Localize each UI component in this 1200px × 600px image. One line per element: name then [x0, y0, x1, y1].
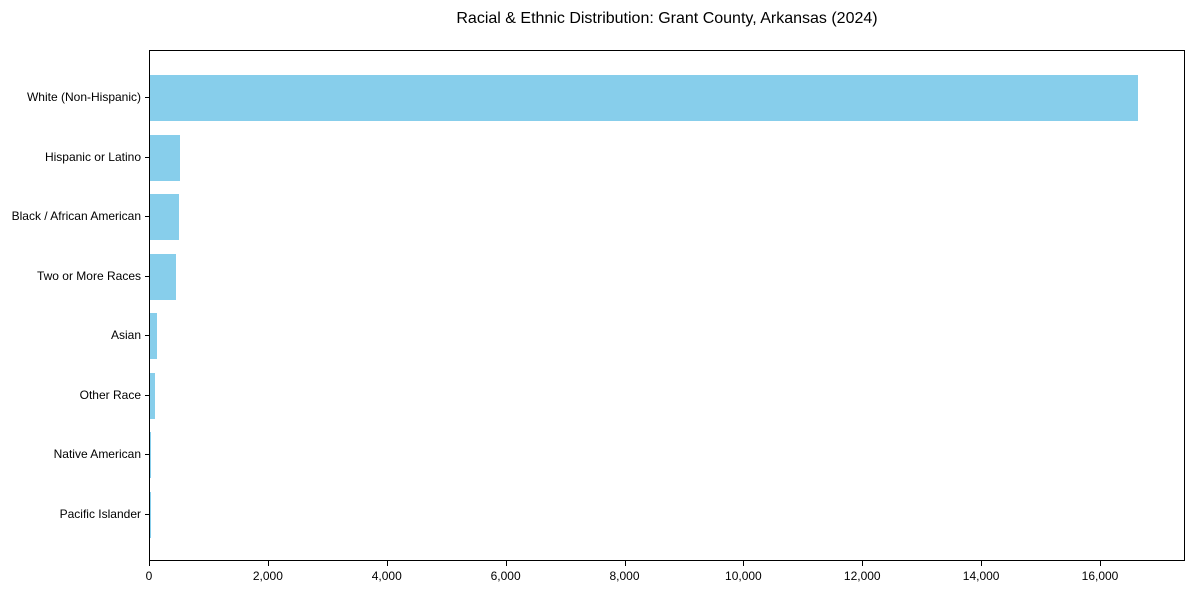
x-tick-mark — [981, 561, 983, 566]
x-tick-label-2-000: 2,000 — [252, 569, 283, 583]
y-tick-mark — [145, 335, 149, 337]
y-tick-label-other-race: Other Race — [79, 387, 141, 402]
y-tick-label-white-non-hispanic: White (Non-Hispanic) — [26, 90, 141, 104]
bar-two-or-more-races — [150, 253, 176, 300]
y-tick-label-pacific-islander: Pacific Islander — [59, 507, 141, 521]
x-tick-mark — [386, 561, 388, 566]
x-tick-label-6-000: 6,000 — [490, 569, 521, 583]
y-tick-mark — [145, 156, 149, 158]
x-tick-label-12-000: 12,000 — [843, 569, 881, 583]
bar-black-african-american — [150, 194, 180, 241]
y-tick-mark — [145, 97, 149, 98]
y-tick-label-two-or-more-races: Two or More Races — [36, 268, 141, 283]
plot-area — [149, 50, 1185, 561]
bar-white-non-hispanic — [150, 75, 1138, 121]
y-tick-mark — [145, 275, 149, 277]
x-tick-mark — [862, 561, 864, 566]
x-tick-label-0: 0 — [145, 569, 153, 583]
bar-other-race — [150, 372, 155, 419]
y-tick-label-black-african-american: Black / African American — [11, 209, 141, 224]
x-tick-mark — [743, 561, 745, 566]
y-tick-mark — [145, 394, 149, 396]
x-tick-mark — [1100, 561, 1101, 566]
bar-asian — [150, 313, 157, 360]
chart-title: Racial & Ethnic Distribution: Grant Coun… — [456, 10, 878, 27]
x-tick-mark — [149, 561, 150, 566]
y-tick-mark — [145, 216, 149, 218]
bar-hispanic-or-latino — [150, 134, 181, 181]
x-tick-mark — [267, 561, 269, 566]
x-tick-mark — [624, 561, 626, 566]
y-tick-label-asian: Asian — [110, 328, 141, 343]
x-tick-label-16-000: 16,000 — [1081, 569, 1119, 583]
x-tick-mark — [505, 561, 507, 566]
x-tick-label-10-000: 10,000 — [725, 569, 762, 583]
bar-native-american — [150, 432, 152, 479]
y-tick-label-hispanic-or-latino: Hispanic or Latino — [44, 149, 141, 164]
x-tick-label-8-000: 8,000 — [609, 569, 640, 583]
y-tick-mark — [145, 514, 149, 515]
y-tick-label-native-american: Native American — [53, 447, 141, 462]
x-tick-label-4-000: 4,000 — [371, 569, 402, 583]
x-tick-label-14-000: 14,000 — [962, 569, 1000, 583]
y-tick-mark — [145, 454, 149, 456]
